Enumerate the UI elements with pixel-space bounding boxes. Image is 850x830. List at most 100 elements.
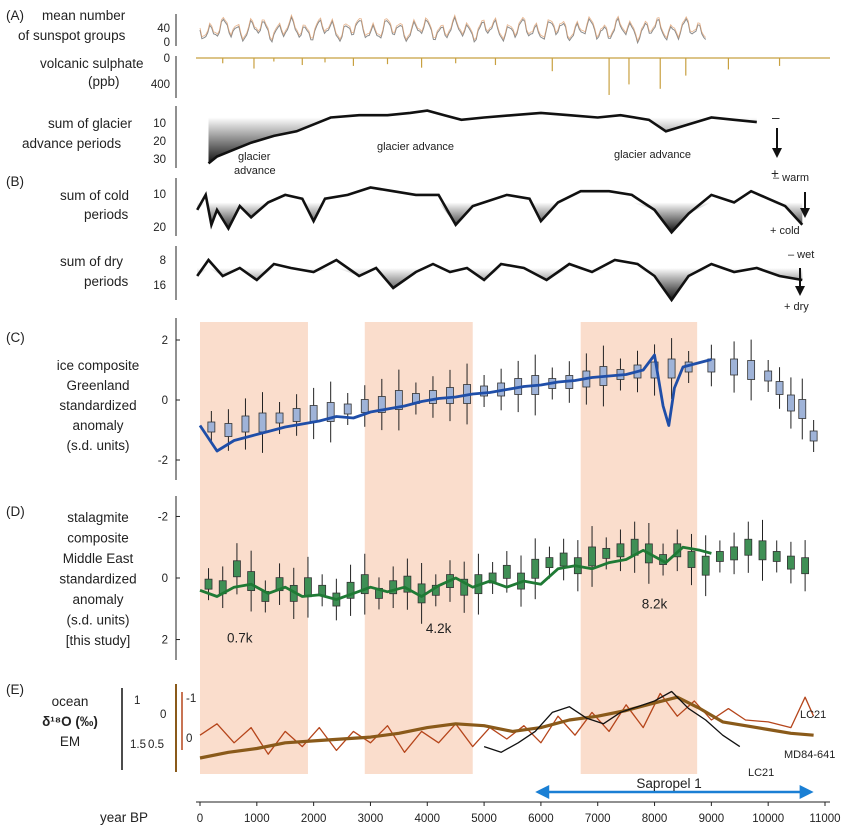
x-tick-label: 2000 <box>301 813 327 825</box>
box <box>715 551 724 562</box>
stalagmite-ticks: -2 0 2 <box>158 511 180 647</box>
ocean-title-line1: ocean <box>52 694 89 709</box>
ice-ticks: 2 0 -2 <box>158 335 180 467</box>
cold-arrow <box>800 192 810 218</box>
glacier-tick-20: 20 <box>153 136 166 148</box>
ocean-right-tick-0b: 0 <box>186 733 192 745</box>
title-line: composite <box>67 531 129 546</box>
box <box>403 575 412 593</box>
glacier-title-line1: sum of glacier <box>48 116 133 131</box>
y-tick-label: 2 <box>162 335 168 347</box>
cold-title-line1: sum of cold <box>60 188 129 203</box>
event-label: 0.7k <box>227 630 253 645</box>
box <box>787 394 795 412</box>
legend-md84-641: MD84-641 <box>784 749 835 761</box>
glacier-annotation-3: glacier advance <box>614 149 691 161</box>
event-label: 8.2k <box>642 597 668 612</box>
ice-boxes <box>207 338 818 453</box>
dry-title-line1: sum of dry <box>60 254 123 269</box>
dry-side-bottom: + dry <box>784 301 809 313</box>
box <box>602 547 611 559</box>
box <box>559 552 568 567</box>
box <box>616 543 625 558</box>
box <box>394 390 403 410</box>
glacier-annotation-2: glacier advance <box>377 141 454 153</box>
sunspot-tick-40: 40 <box>157 23 170 35</box>
box <box>730 546 738 561</box>
x-tick-label: 7000 <box>585 813 611 825</box>
title-line: stalagmite <box>67 510 129 525</box>
box <box>744 538 753 556</box>
stalagmite-event-labels: 0.7k 4.2k 8.2k <box>227 597 668 646</box>
box <box>360 399 369 413</box>
box <box>747 360 756 380</box>
box <box>801 557 810 575</box>
x-tick-label: 5000 <box>471 813 497 825</box>
box <box>460 578 469 596</box>
ocean-left-tick-1.5: 1.5 <box>130 739 146 751</box>
y-tick-label: 0 <box>162 573 168 585</box>
cold-shading <box>197 202 803 233</box>
box <box>502 564 511 579</box>
highlight-band-2 <box>364 322 473 774</box>
title-line: Greenland <box>66 378 129 393</box>
glacier-side-top: – <box>772 110 780 125</box>
glacier-tick-10: 10 <box>153 118 166 130</box>
volcanic-title-line1: volcanic sulphate <box>40 56 144 71</box>
title-line: [this study] <box>66 633 131 648</box>
box <box>309 405 318 422</box>
panel-c-letter: (C) <box>6 330 25 345</box>
legend-lc21-upper: LC21 <box>800 709 826 721</box>
title-line: ice composite <box>57 358 140 373</box>
stalagmite-title: stalagmite composite Middle East standardiz… <box>59 510 136 648</box>
box <box>233 560 241 578</box>
cold-title-line2: periods <box>84 207 129 222</box>
x-tick-label: 9000 <box>699 813 725 825</box>
y-tick-label: 0 <box>162 395 168 407</box>
volcanic-tick-0: 0 <box>164 53 170 65</box>
box <box>787 555 795 570</box>
sunspot-title-line2: of sunspot groups <box>18 28 126 43</box>
ocean-series-2 <box>199 695 814 760</box>
sapropel-arrow <box>535 785 814 799</box>
box <box>207 421 216 433</box>
box <box>687 551 696 568</box>
box <box>446 387 454 404</box>
box <box>758 540 767 561</box>
stalagmite-series <box>199 545 712 601</box>
ocean-series-1 <box>199 692 815 755</box>
title-line: standardized <box>59 398 136 413</box>
panel-e-letter: (E) <box>6 682 24 697</box>
glacier-side-bottom: + <box>771 166 779 181</box>
title-line: standardized <box>59 572 136 587</box>
x-tick-label: 8000 <box>642 813 668 825</box>
box <box>480 385 488 397</box>
panel-d-letter: (D) <box>6 504 25 519</box>
y-tick-label: -2 <box>158 511 168 523</box>
dry-tick-8: 8 <box>160 255 166 267</box>
sunspot-title-line1: mean number <box>42 8 126 23</box>
x-tick-label: 10000 <box>752 813 784 825</box>
sunspot-tick-0: 0 <box>164 37 170 49</box>
glacier-arrow <box>772 128 782 158</box>
box <box>275 412 284 424</box>
cold-side-top: – warm <box>773 172 809 184</box>
x-tick-label: 0 <box>197 813 203 825</box>
box <box>809 430 818 442</box>
title-line: anomaly <box>72 592 123 607</box>
box <box>292 408 301 422</box>
dry-series <box>196 257 803 303</box>
box <box>360 574 369 595</box>
glacier-series <box>207 109 757 165</box>
y-tick-label: -2 <box>158 455 168 467</box>
title-line: Middle East <box>63 551 134 566</box>
box <box>258 412 267 433</box>
title-line: (s.d. units) <box>66 613 129 628</box>
box <box>701 555 710 576</box>
ocean-series-3 <box>483 690 741 753</box>
box <box>224 423 233 437</box>
cold-series <box>196 186 804 235</box>
x-tick-label: 1000 <box>244 813 270 825</box>
cold-tick-20: 20 <box>153 222 166 234</box>
